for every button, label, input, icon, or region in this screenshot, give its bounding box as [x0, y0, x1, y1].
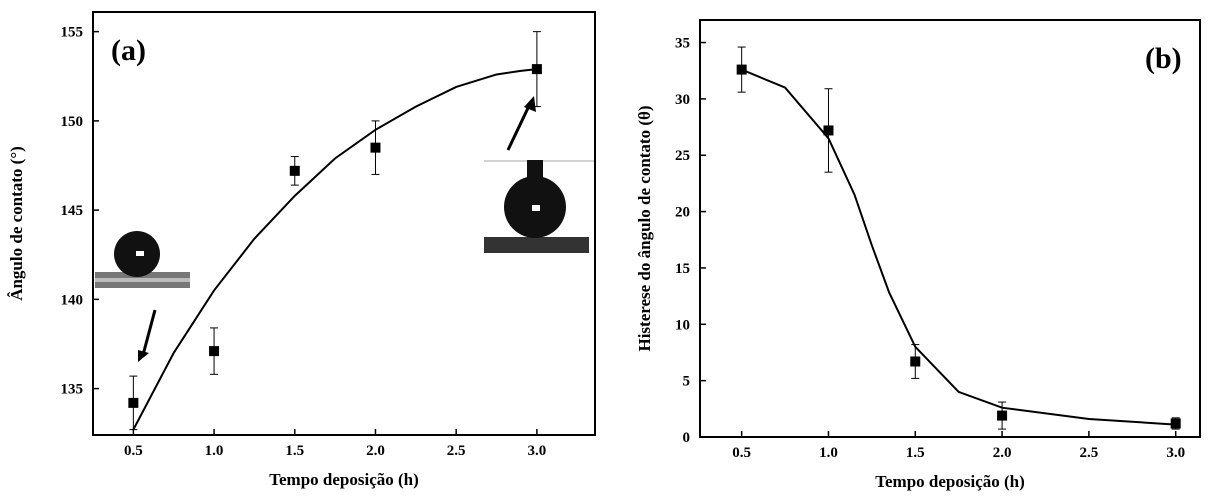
y-tick-label: 135 [61, 382, 84, 398]
x-tick-label: 2.5 [447, 443, 466, 459]
y-tick-label: 30 [675, 92, 690, 108]
y-tick-label: 10 [675, 317, 690, 333]
x-tick-label: 3.0 [528, 443, 547, 459]
data-point [531, 64, 542, 75]
droplet-inset [95, 231, 190, 362]
y-tick-label: 145 [61, 203, 84, 219]
data-point [997, 410, 1008, 421]
data-point [289, 165, 300, 176]
x-tick-label: 1.0 [819, 445, 838, 461]
fit-curve [741, 68, 1176, 426]
y-tick-label: 15 [675, 261, 690, 277]
y-tick-label: 35 [675, 36, 690, 52]
droplet-inset [484, 96, 595, 253]
y-tick-label: 140 [61, 292, 84, 308]
y-tick-label: 5 [683, 374, 691, 390]
panel-label: (a) [111, 34, 146, 67]
data-point [1170, 418, 1181, 429]
x-tick-label: 2.5 [1080, 445, 1099, 461]
y-tick-label: 25 [675, 148, 690, 164]
x-tick-label: 3.0 [1166, 445, 1185, 461]
x-axis-label: Tempo deposição (h) [269, 470, 419, 489]
data-point [209, 346, 220, 357]
y-tick-label: 20 [675, 205, 690, 221]
x-tick-label: 0.5 [732, 445, 751, 461]
x-tick-label: 1.5 [285, 443, 304, 459]
y-tick-label: 150 [61, 114, 84, 130]
x-tick-label: 1.5 [906, 445, 925, 461]
x-tick-label: 1.0 [205, 443, 224, 459]
x-tick-label: 2.0 [366, 443, 385, 459]
plot-frame [699, 19, 1201, 438]
panel-label: (b) [1145, 42, 1182, 75]
plot-frame [92, 11, 596, 436]
fit-curve [132, 68, 538, 431]
x-axis-label: Tempo deposição (h) [875, 472, 1025, 491]
y-tick-label: 155 [61, 25, 84, 41]
y-tick-label: 0 [683, 430, 691, 446]
x-tick-label: 2.0 [993, 445, 1012, 461]
data-point [370, 142, 381, 153]
y-axis-label: Histerese do ângulo de contato (θ) [635, 105, 654, 351]
x-tick-label: 0.5 [124, 443, 143, 459]
data-point [736, 64, 747, 75]
data-point [823, 125, 834, 136]
data-point [128, 397, 139, 408]
y-axis-label: Ângulo de contato (°) [7, 146, 26, 301]
data-point [910, 356, 921, 367]
